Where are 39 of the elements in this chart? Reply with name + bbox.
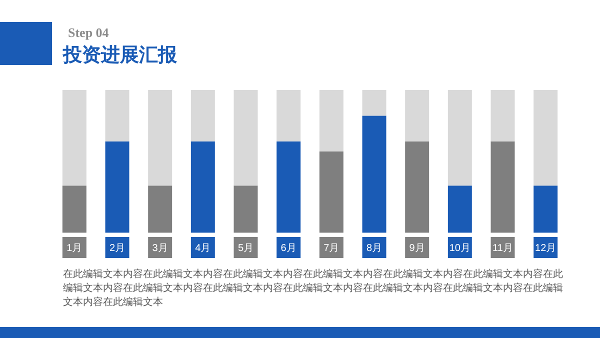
x-tick-label: 12月 xyxy=(535,243,556,254)
bar xyxy=(362,116,386,233)
x-tick-label: 10月 xyxy=(449,243,470,254)
bar xyxy=(534,90,558,186)
x-tick-label: 4月 xyxy=(195,243,211,254)
bar xyxy=(148,186,172,233)
bar xyxy=(362,90,386,116)
bar xyxy=(448,186,472,233)
x-tick-label: 11月 xyxy=(492,243,513,254)
bar xyxy=(105,141,130,233)
bar xyxy=(319,90,344,152)
bar xyxy=(234,186,258,233)
bar xyxy=(190,90,215,142)
bar xyxy=(319,151,344,233)
text: 在此编辑文本内容在此编辑文本内容在此编辑文本内容在此编辑文本内容在此编辑文本内容在此编辑文本内容在此编辑文本内容在此编辑文本内容在此编辑文本内容在此编辑文本内容在此编辑文本内容在此编辑文本内容在此编辑文本内容在此编辑文本 xyxy=(63,268,563,310)
bar xyxy=(405,90,430,142)
bar xyxy=(62,90,86,186)
bar xyxy=(448,90,472,186)
bar xyxy=(62,186,86,233)
bar xyxy=(105,90,130,142)
chart-title: 投资进展汇报 xyxy=(62,44,178,66)
bar xyxy=(148,90,172,186)
x-tick-label: 6月 xyxy=(280,243,296,254)
x-tick-label: 3月 xyxy=(152,243,168,254)
bar xyxy=(234,90,258,186)
bar xyxy=(276,141,301,233)
bar xyxy=(534,186,558,233)
x-tick-label: 7月 xyxy=(324,243,340,254)
x-tick-label: 8月 xyxy=(366,243,382,254)
bar xyxy=(490,90,515,142)
x-tick-label: 1月 xyxy=(66,243,82,254)
x-tick-label: 5月 xyxy=(238,243,254,254)
bar xyxy=(405,141,430,233)
bar xyxy=(190,141,215,233)
bar xyxy=(276,90,301,142)
chart-subtitle: Step 04 xyxy=(68,25,110,40)
x-tick-label: 9月 xyxy=(409,243,425,254)
bar xyxy=(490,141,515,233)
x-tick-label: 2月 xyxy=(109,243,126,254)
